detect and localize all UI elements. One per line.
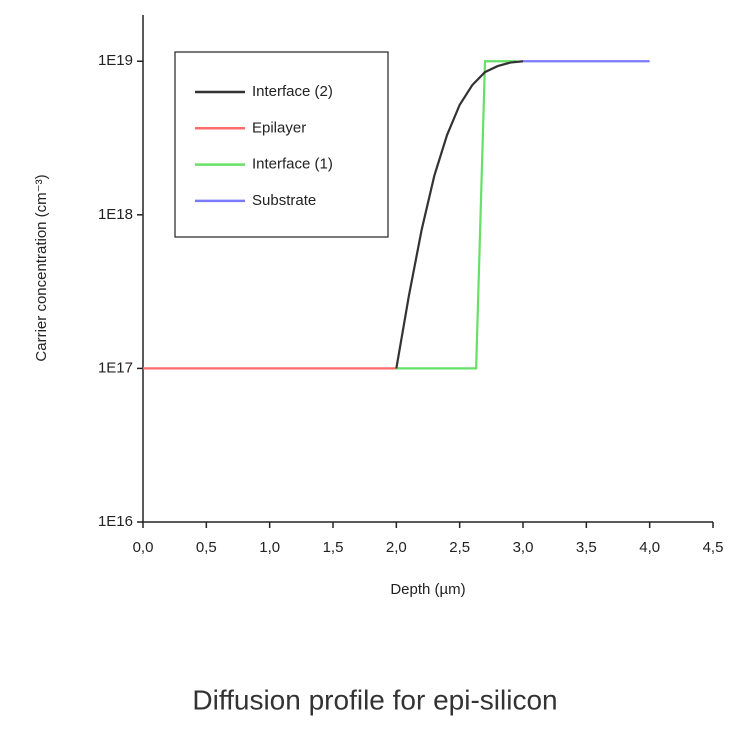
x-tick-label: 2,5: [449, 539, 470, 556]
y-axis-label: Carrier concentration (cm⁻³): [33, 174, 50, 361]
y-tick-label: 1E17: [98, 359, 133, 376]
y-tick-label: 1E16: [98, 513, 133, 530]
legend-label: Interface (1): [252, 156, 333, 173]
x-tick-label: 2,0: [386, 539, 407, 556]
legend-label: Epilayer: [252, 119, 306, 136]
chart-title: Diffusion profile for epi-silicon: [192, 684, 557, 715]
x-tick-label: 3,5: [576, 539, 597, 556]
x-tick-label: 4,5: [703, 539, 724, 556]
legend-label: Interface (2): [252, 83, 333, 100]
x-tick-label: 4,0: [639, 539, 660, 556]
series-line: [395, 60, 524, 369]
x-tick-label: 0,5: [196, 539, 217, 556]
x-tick-label: 0,0: [133, 539, 154, 556]
x-tick-label: 3,0: [513, 539, 534, 556]
y-tick-label: 1E18: [98, 206, 133, 223]
legend-box: [174, 51, 389, 238]
x-tick-label: 1,5: [323, 539, 344, 556]
legend-label: Substrate: [252, 192, 316, 209]
x-axis-label: Depth (µm): [390, 581, 465, 598]
series-line: [396, 60, 517, 370]
x-tick-label: 1,0: [259, 539, 280, 556]
y-tick-label: 1E19: [98, 52, 133, 69]
